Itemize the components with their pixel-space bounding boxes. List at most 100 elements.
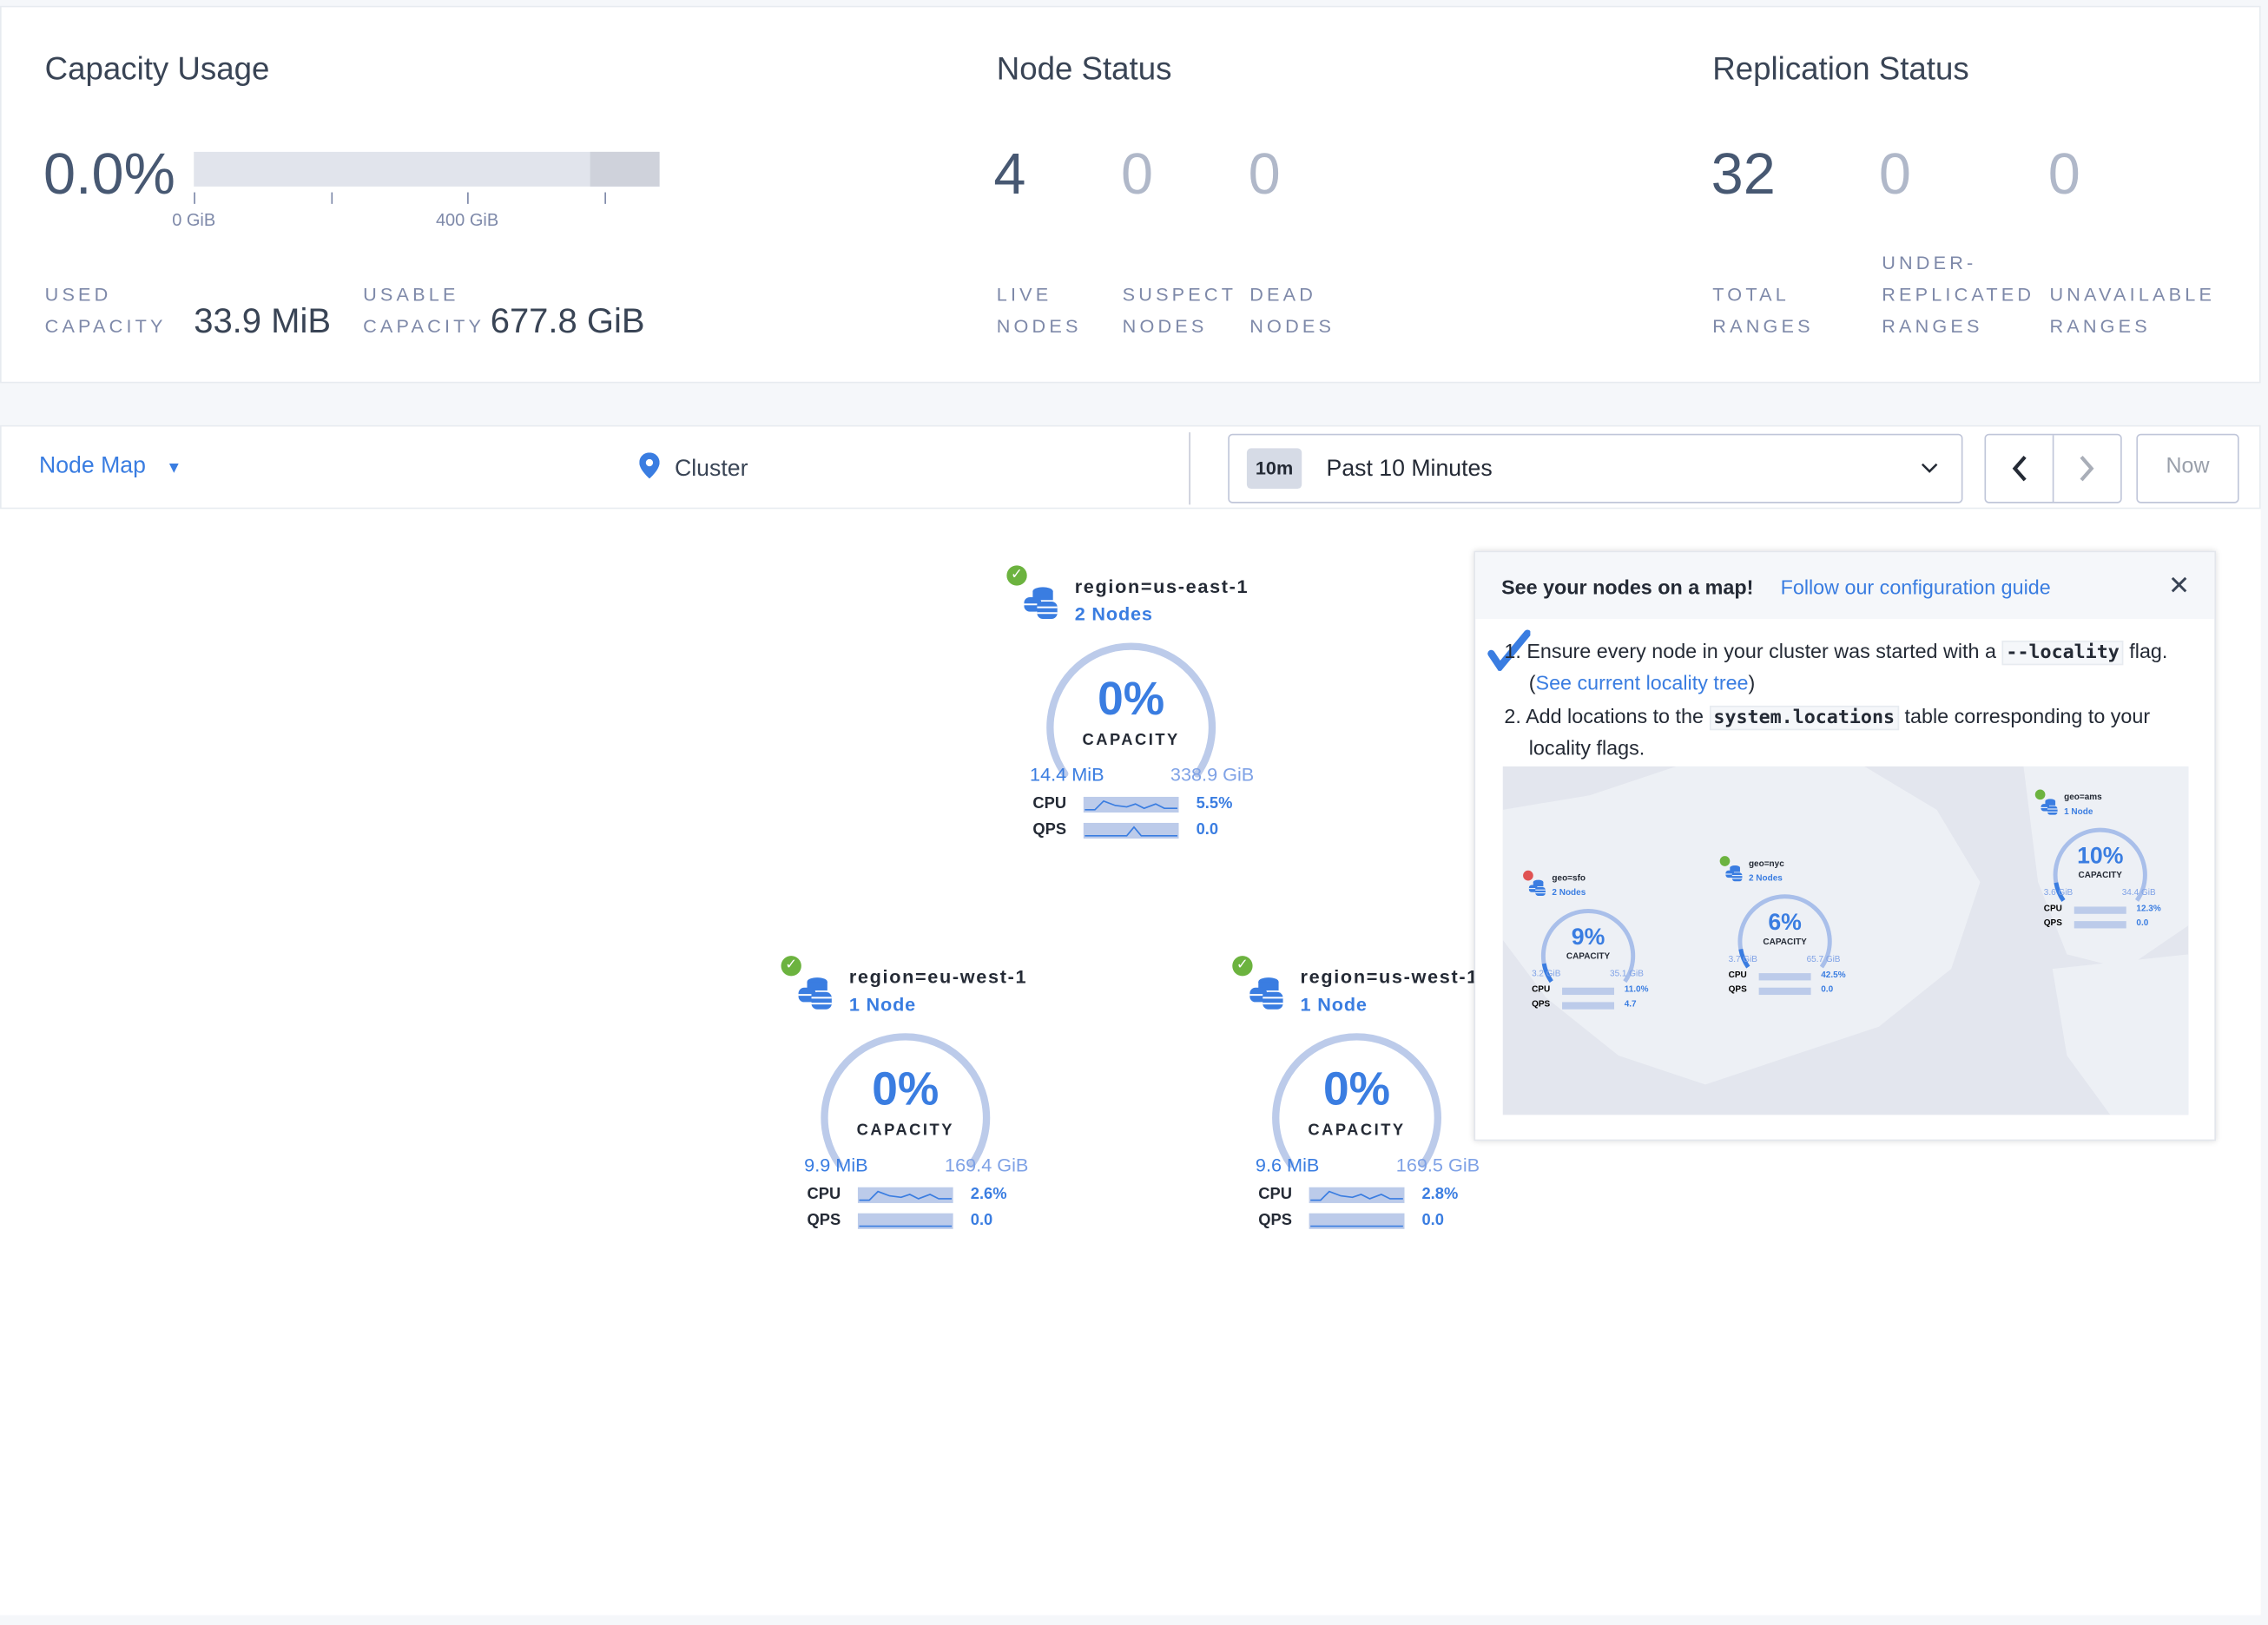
time-nav (1984, 433, 2122, 503)
preview-gauge (1540, 908, 1636, 984)
gauge-track (821, 1033, 991, 1168)
qps-label: QPS (807, 1211, 841, 1229)
database-icon (2041, 799, 2058, 815)
locality-node[interactable]: ✓ region=us-west-1 1 Node 0% CAPACITY 9.… (1232, 956, 1521, 1245)
qps-sparkline (1083, 822, 1179, 839)
capacity-label: CAPACITY (1308, 1122, 1406, 1140)
preview-locality: geo=nyc 2 Nodes 6% CAPACITY 3.7 GiB 65.7… (1719, 856, 1865, 1015)
chevron-down-icon (1921, 463, 1938, 473)
locality-name: region=us-east-1 (1074, 575, 1249, 597)
used-value: 9.6 MiB (1255, 1154, 1320, 1176)
dead-nodes-label: DEAD NODES (1249, 283, 1335, 338)
database-icon (1725, 865, 1743, 882)
total-value: 169.4 GiB (945, 1154, 1029, 1176)
map-setup-prompt: See your nodes on a map! Follow our conf… (1474, 550, 2217, 1141)
total-ranges-value: 32 (1711, 142, 1776, 207)
used-value: 14.4 MiB (1030, 763, 1104, 786)
cpu-value: 2.6% (970, 1185, 1007, 1203)
time-range-label: Past 10 Minutes (1326, 457, 1493, 482)
capacity-percent: 0.0% (43, 142, 175, 207)
gauge-track (1272, 1033, 1441, 1168)
total-ranges-label: TOTAL RANGES (1712, 283, 1814, 338)
node-count: 1 Node (1300, 993, 1368, 1016)
gauge-track (1046, 642, 1216, 778)
live-nodes-value: 4 (993, 142, 1026, 207)
used-capacity-value: 33.9 MiB (194, 302, 331, 342)
status-icon (2034, 789, 2046, 800)
live-nodes-label: LIVE NODES (996, 283, 1082, 338)
locality-tree-link[interactable]: See current locality tree (1535, 670, 1749, 694)
locality-node[interactable]: ✓ region=eu-west-1 1 Node 0% CAPACITY 9.… (781, 956, 1071, 1245)
now-button[interactable]: Now (2136, 433, 2239, 503)
capacity-label: CAPACITY (1082, 731, 1180, 749)
chevron-left-icon (2012, 456, 2027, 482)
toolbar: Node Map ▼ Cluster 10m Past 10 Minutes No… (0, 424, 2261, 510)
capacity-label: CAPACITY (856, 1122, 954, 1140)
configuration-guide-link[interactable]: Follow our configuration guide (1780, 575, 2051, 599)
database-icon (1024, 587, 1058, 619)
suspect-nodes-label: SUSPECT NODES (1122, 283, 1237, 338)
unavailable-label: UNAVAILABLE RANGES (2049, 283, 2216, 338)
time-badge: 10m (1246, 448, 1302, 490)
previous-button[interactable] (1986, 435, 2054, 503)
time-range-select[interactable]: 10m Past 10 Minutes (1228, 433, 1963, 503)
replication-title: Replication Status (1712, 50, 1969, 87)
cpu-sparkline (857, 1187, 953, 1203)
database-icon (798, 977, 832, 1010)
capacity-title: Capacity Usage (44, 50, 270, 87)
total-value: 338.9 GiB (1170, 763, 1255, 786)
usable-capacity-value: 677.8 GiB (490, 302, 645, 342)
used-value: 9.9 MiB (804, 1154, 868, 1176)
qps-value: 0.0 (1421, 1211, 1444, 1229)
under-replicated-label: UNDER- REPLICATED RANGES (1882, 251, 2035, 338)
map-pin-icon (639, 452, 660, 479)
chevron-right-icon (2080, 456, 2094, 482)
under-replicated-value: 0 (1878, 142, 1911, 207)
dead-nodes-value: 0 (1248, 142, 1281, 207)
close-icon[interactable]: ✕ (2168, 570, 2191, 601)
capacity-gauge (1272, 1033, 1441, 1168)
suspect-nodes-value: 0 (1120, 142, 1154, 207)
node-count: 1 Node (848, 993, 917, 1016)
capacity-gauge (821, 1033, 991, 1168)
setup-steps: 1. Ensure every node in your cluster was… (1504, 636, 2195, 764)
checkmark-icon (1487, 628, 1532, 673)
next-button[interactable] (2054, 435, 2121, 502)
status-icon (1719, 856, 1731, 866)
qps-sparkline (1309, 1213, 1405, 1229)
capacity-percent: 0% (1098, 672, 1165, 725)
map-preview-image: geo=sfo 2 Nodes 9% CAPACITY 3.2 GiB 35.1… (1502, 766, 2189, 1115)
cpu-value: 5.5% (1196, 795, 1233, 813)
capacity-percent: 0% (872, 1062, 940, 1115)
preview-locality: geo=sfo 2 Nodes 9% CAPACITY 3.2 GiB 35.1… (1523, 870, 1668, 1030)
unavailable-value: 0 (2047, 142, 2080, 207)
axis-tick: 0 GiB (172, 209, 216, 230)
locality-node[interactable]: ✓ region=us-east-1 2 Nodes 0% CAPACITY 1… (1006, 565, 1296, 854)
qps-value: 0.0 (970, 1211, 993, 1229)
step-1: 1. Ensure every node in your cluster was… (1504, 639, 2168, 694)
node-count: 2 Nodes (1074, 602, 1153, 625)
qps-label: QPS (1032, 821, 1067, 839)
used-capacity-label: USED CAPACITY (44, 283, 167, 338)
node-status-title: Node Status (996, 50, 1172, 87)
qps-value: 0.0 (1196, 821, 1219, 839)
capacity-bar-reserved (590, 151, 660, 187)
breadcrumb: Cluster (639, 452, 748, 483)
preview-locality: geo=ams 1 Node 10% CAPACITY 3.6 GiB 34.4… (2034, 789, 2180, 949)
preview-gauge (2053, 827, 2147, 902)
cpu-label: CPU (1032, 795, 1067, 813)
cpu-value: 2.8% (1421, 1185, 1459, 1203)
cpu-sparkline (1083, 796, 1179, 813)
locality-name: region=eu-west-1 (848, 965, 1028, 988)
capacity-bar (194, 151, 660, 187)
step-2: 2. Add locations to the system.locations… (1504, 704, 2151, 760)
database-icon (1249, 977, 1283, 1010)
status-ok-icon: ✓ (781, 956, 801, 977)
database-icon (1528, 879, 1546, 896)
preview-gauge (1737, 894, 1832, 969)
view-select[interactable]: Node Map ▼ (38, 454, 182, 479)
axis-tick: 400 GiB (435, 209, 499, 230)
summary-card: Capacity Usage 0.0% 0 GiB 400 GiB USED CA… (0, 5, 2261, 384)
divider (1189, 432, 1190, 505)
